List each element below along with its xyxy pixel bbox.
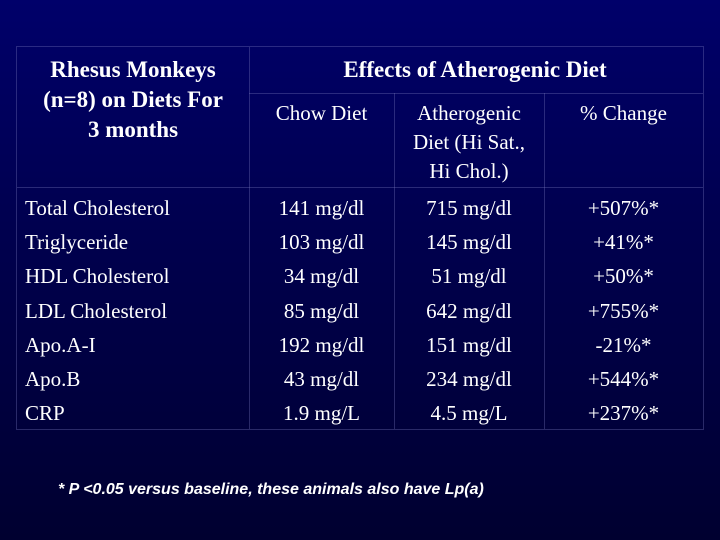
table-cell: 715 mg/dl xyxy=(426,196,512,220)
table-cell: 145 mg/dl xyxy=(426,230,512,255)
table-cell: +544%* xyxy=(587,367,660,392)
row-label: Total Cholesterol xyxy=(25,196,170,220)
table-cell: 34 mg/dl xyxy=(283,264,360,289)
table-title: Rhesus Monkeys (n=8) on Diets For 3 mont… xyxy=(17,55,249,145)
row-label: HDL Cholesterol xyxy=(25,264,170,289)
table-cell: +50%* xyxy=(593,264,654,289)
row-labels: Total Cholesterol Triglyceride HDL Chole… xyxy=(25,191,249,430)
column-header-atherogenic: Atherogenic Diet (Hi Sat., Hi Chol.) xyxy=(394,99,544,186)
row-label: Apo.B xyxy=(25,367,81,392)
table-cell: +237%* xyxy=(587,401,660,426)
table-cell: 151 mg/dl xyxy=(426,332,512,357)
change-values: +507%* +41%* +50%* +755%* -21%* +544%* +… xyxy=(544,191,703,430)
table-divider xyxy=(249,93,703,94)
table-cell: +41%* xyxy=(593,230,654,255)
table-cell: +755%* xyxy=(587,298,660,323)
title-line: 3 months xyxy=(87,117,179,142)
header-line: Hi Chol.) xyxy=(429,159,509,183)
table-cell: 85 mg/dl xyxy=(283,298,360,323)
table-divider xyxy=(544,93,545,429)
table-cell: 51 mg/dl xyxy=(431,264,507,289)
data-table: Rhesus Monkeys (n=8) on Diets For 3 mont… xyxy=(16,46,704,430)
header-line: Diet (Hi Sat., xyxy=(413,130,525,154)
header-line: Atherogenic xyxy=(417,101,521,125)
footnote: * P <0.05 versus baseline, these animals… xyxy=(58,481,484,498)
chow-values: 141 mg/dl 103 mg/dl 34 mg/dl 85 mg/dl 19… xyxy=(249,191,394,430)
table-divider xyxy=(249,47,250,429)
atherogenic-values: 715 mg/dl 145 mg/dl 51 mg/dl 642 mg/dl 1… xyxy=(394,191,544,430)
column-header-chow: Chow Diet xyxy=(275,101,368,125)
group-header: Effects of Atherogenic Diet xyxy=(343,57,607,82)
row-label: Triglyceride xyxy=(25,230,129,255)
title-line: (n=8) on Diets For xyxy=(43,87,223,112)
table-cell: 192 mg/dl xyxy=(278,332,365,357)
table-cell: 4.5 mg/L xyxy=(430,401,508,426)
title-line: Rhesus Monkeys xyxy=(50,57,216,82)
table-cell: -21%* xyxy=(595,332,652,357)
row-label: LDL Cholesterol xyxy=(25,298,168,323)
table-divider xyxy=(17,187,703,188)
table-divider xyxy=(394,93,395,429)
table-cell: 642 mg/dl xyxy=(426,298,512,323)
table-cell: +507%* xyxy=(587,196,660,220)
table-cell: 103 mg/dl xyxy=(278,230,365,255)
row-label: CRP xyxy=(25,401,65,426)
row-label: Apo.A-I xyxy=(25,332,96,357)
table-cell: 1.9 mg/L xyxy=(283,401,360,426)
column-header-change: % Change xyxy=(580,101,667,125)
table-cell: 141 mg/dl xyxy=(278,196,365,220)
table-cell: 43 mg/dl xyxy=(283,367,360,392)
table-cell: 234 mg/dl xyxy=(426,367,512,392)
